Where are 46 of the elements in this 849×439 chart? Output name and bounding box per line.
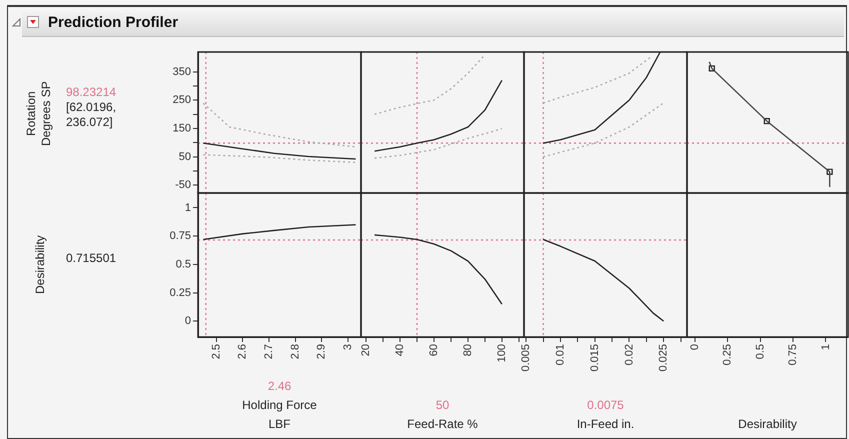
y-tick-label: -50 bbox=[175, 179, 191, 192]
x-tick-label: 1 bbox=[820, 344, 832, 350]
x-axis-title: In-Feed in. bbox=[576, 416, 634, 433]
x-tick-label: 0.02 bbox=[623, 344, 636, 366]
x-tick-label: 60 bbox=[428, 344, 440, 356]
x-tick-label: 0 bbox=[688, 344, 701, 350]
line-series bbox=[202, 102, 356, 148]
x-axis-title: Holding Force LBF bbox=[241, 397, 318, 433]
y-axis-title: Desirability bbox=[33, 234, 48, 296]
x-tick-label: 2.5 bbox=[210, 344, 222, 360]
ref-line-label: 2.46 bbox=[268, 378, 292, 395]
x-tick-label: 0.005 bbox=[520, 344, 532, 372]
y-tick-label: 0 bbox=[184, 315, 191, 328]
x-tick-label: 0.25 bbox=[722, 344, 734, 366]
x-axis-title: Desirability bbox=[738, 416, 797, 433]
x-tick-label: 0.025 bbox=[658, 344, 670, 372]
x-tick-label: 20 bbox=[360, 344, 372, 356]
ref-line-label: 50 bbox=[436, 397, 450, 414]
x-tick-label: 0.015 bbox=[588, 344, 601, 372]
x-tick-label: 2.7 bbox=[263, 344, 276, 360]
line-series bbox=[202, 154, 356, 164]
x-tick-label: 2.8 bbox=[289, 344, 302, 360]
ref-line-label: 0.0075 bbox=[587, 397, 624, 414]
y-tick-label: 0.5 bbox=[176, 258, 191, 270]
x-tick-label: 2.9 bbox=[316, 344, 328, 360]
x-tick-label: 3 bbox=[342, 344, 354, 350]
x-tick-label: 2.6 bbox=[236, 344, 249, 360]
y-axis-title: Rotation Degrees SP bbox=[24, 80, 54, 148]
y-tick-label: 0.25 bbox=[170, 286, 191, 299]
x-tick-label: 40 bbox=[394, 344, 406, 356]
x-tick-label: 0.5 bbox=[754, 344, 766, 360]
text: [62.0196, 236.072] bbox=[66, 100, 118, 130]
y-tick-label: 150 bbox=[172, 122, 191, 134]
x-tick-label: 80 bbox=[462, 344, 474, 356]
y-tick-label: 250 bbox=[172, 94, 191, 106]
y-tick-label: 50 bbox=[178, 150, 191, 163]
x-axis-title: Feed-Rate % bbox=[407, 416, 478, 433]
chart-title: Prediction Profiler bbox=[48, 14, 178, 31]
x-tick-label: 100 bbox=[496, 344, 508, 362]
x-tick-label: 0.75 bbox=[787, 344, 800, 366]
x-tick-label: 0.01 bbox=[554, 344, 566, 366]
ref-line-label: 98.23214 bbox=[66, 85, 118, 100]
text: 0.715501 bbox=[66, 251, 118, 266]
y-tick-label: 0.75 bbox=[170, 230, 191, 242]
y-tick-label: 1 bbox=[184, 202, 191, 214]
y-tick-label: 350 bbox=[172, 66, 191, 78]
